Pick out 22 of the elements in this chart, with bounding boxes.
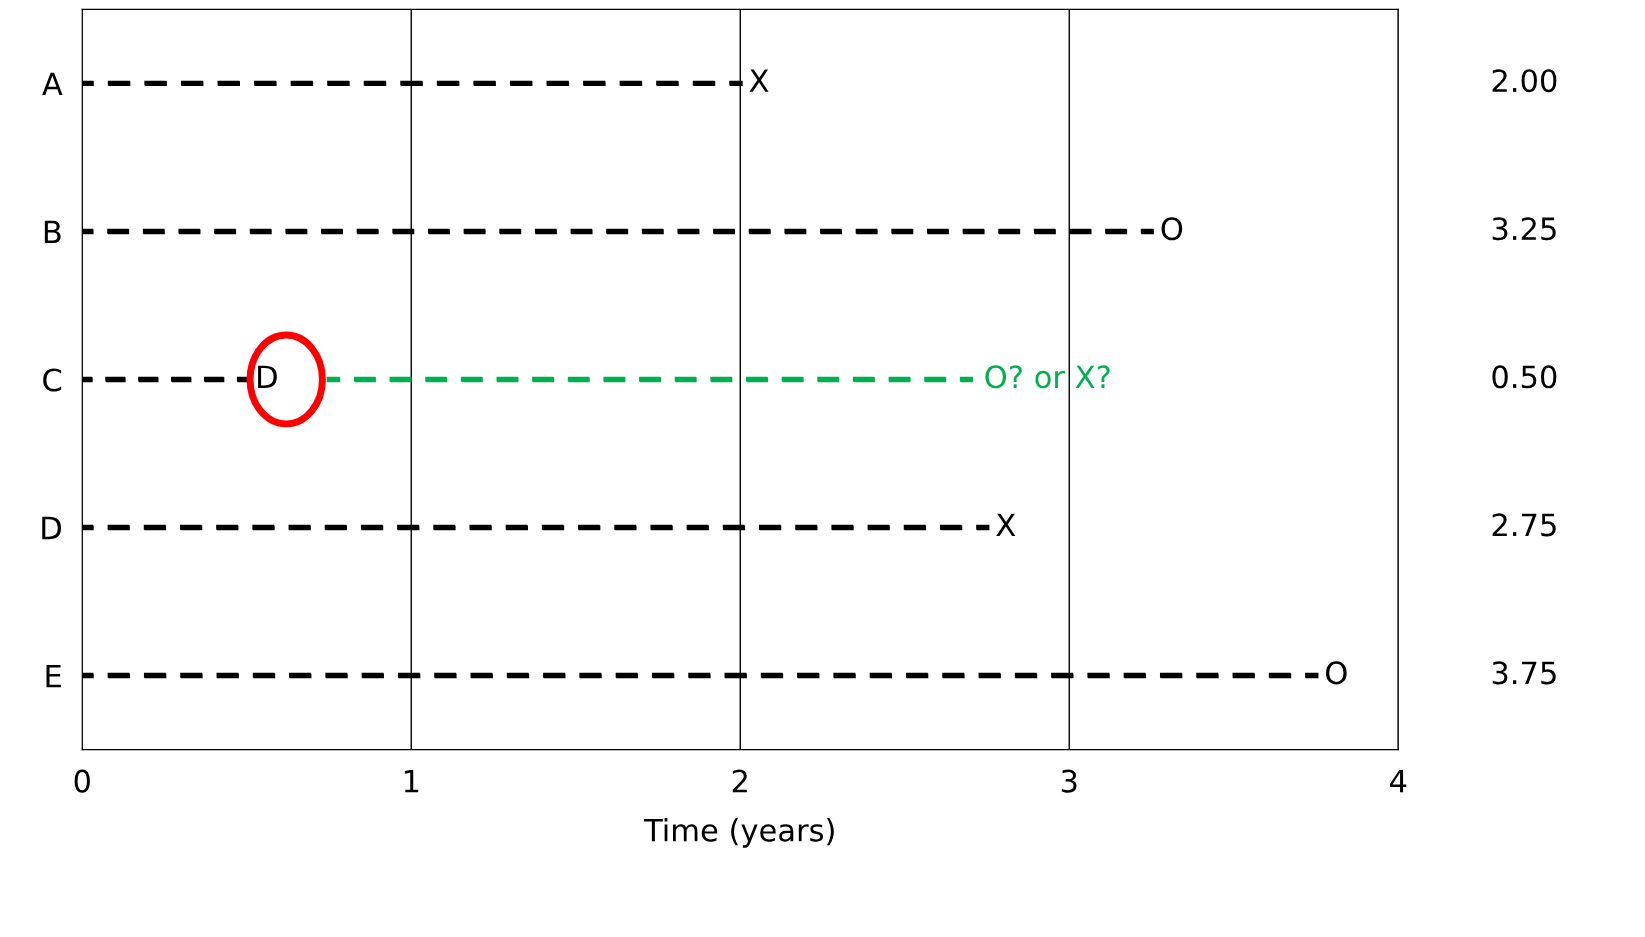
x-tick-label: 0 [74, 769, 90, 793]
annotation: O [1326, 661, 1347, 685]
data-label: 2.00 [1492, 69, 1557, 93]
y-tick-label: C [43, 368, 62, 392]
annotation: D [258, 365, 277, 388]
x-axis-title: Time (years) [643, 818, 834, 848]
y-tick-label: A [42, 72, 63, 95]
y-tick-label: E [46, 664, 61, 688]
y-tick-label: D [42, 516, 61, 540]
annotation: X [996, 513, 1016, 536]
y-tick-label: B [44, 220, 61, 244]
data-label: 0.50 [1492, 365, 1557, 389]
data-label: 3.25 [1492, 217, 1556, 241]
annotation: O [1161, 217, 1183, 241]
x-tick-label: 3 [1061, 769, 1077, 793]
annotation: X [749, 69, 769, 92]
x-tick-label: 4 [1390, 769, 1407, 793]
data-label: 3.75 [1492, 661, 1556, 685]
series-label: O? or X? [985, 365, 1110, 389]
x-tick-label: 2 [732, 769, 747, 793]
x-tick-label: 1 [404, 769, 419, 793]
data-label: 2.75 [1492, 513, 1556, 537]
